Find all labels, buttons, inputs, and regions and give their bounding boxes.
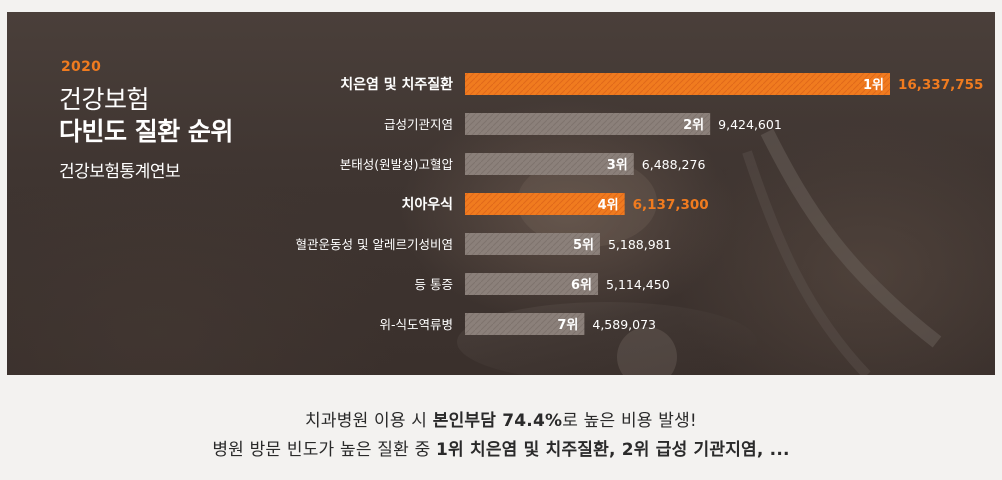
bar bbox=[465, 313, 585, 335]
category-label: 위-식도역류병 bbox=[379, 317, 453, 332]
rank-label: 3위 bbox=[607, 158, 628, 173]
bar bbox=[465, 193, 625, 215]
caption-line-1: 치과병원 이용 시 본인부담 74.4%로 높은 비용 발생! bbox=[0, 406, 1002, 431]
category-label: 본태성(원발성)고혈압 bbox=[340, 157, 454, 172]
title-line-2: 다빈도 질환 순위 bbox=[59, 117, 233, 146]
caption-line-2-separator: , bbox=[608, 440, 622, 460]
rank-label: 7위 bbox=[557, 318, 578, 333]
caption-line-1-emphasis: 본인부담 74.4% bbox=[432, 411, 563, 431]
caption-line-1-text-a: 치과병원 이용 시 bbox=[305, 411, 433, 431]
category-label: 등 통증 bbox=[415, 277, 453, 292]
rank-label: 4위 bbox=[598, 198, 619, 213]
rank-label: 5위 bbox=[573, 238, 594, 253]
caption-line-2: 병원 방문 빈도가 높은 질환 중 1위 치은염 및 치주질환, 2위 급성 기… bbox=[0, 435, 1002, 460]
year-label: 2020 bbox=[61, 59, 102, 75]
bar bbox=[465, 233, 600, 255]
value-label: 16,337,755 bbox=[898, 77, 983, 93]
caption-line-2-ellipsis: , ... bbox=[756, 440, 790, 460]
rank-label: 6위 bbox=[571, 278, 592, 293]
rank-label: 1위 bbox=[863, 78, 884, 93]
source-label: 건강보험통계연보 bbox=[59, 162, 181, 182]
caption-line-1-text-c: 로 높은 비용 발생! bbox=[562, 411, 697, 431]
value-label: 5,188,981 bbox=[608, 237, 672, 252]
value-label: 6,488,276 bbox=[642, 157, 706, 172]
bar bbox=[465, 113, 711, 135]
category-label: 급성기관지염 bbox=[384, 117, 453, 132]
caption-line-2-rank-2: 2위 급성 기관지염 bbox=[621, 440, 757, 460]
bar bbox=[465, 73, 890, 95]
category-label: 혈관운동성 및 알레르기성비염 bbox=[296, 237, 453, 252]
category-label: 치은염 및 치주질환 bbox=[340, 76, 453, 93]
bar bbox=[465, 153, 634, 175]
title-line-1: 건강보험 bbox=[59, 85, 150, 114]
caption-line-2-text-a: 병원 방문 빈도가 높은 질환 중 bbox=[212, 440, 437, 460]
category-label: 치아우식 bbox=[401, 196, 453, 213]
caption-line-2-rank-1: 1위 치은염 및 치주질환 bbox=[436, 440, 609, 460]
value-label: 4,589,073 bbox=[592, 317, 656, 332]
bar bbox=[465, 273, 599, 295]
value-label: 5,114,450 bbox=[606, 277, 670, 292]
rank-label: 2위 bbox=[683, 118, 704, 133]
value-label: 6,137,300 bbox=[633, 197, 709, 213]
value-label: 9,424,601 bbox=[718, 117, 782, 132]
chart-panel: 2020 건강보험 다빈도 질환 순위 건강보험통계연보 치은염 및 치주질환 1… bbox=[7, 12, 995, 375]
bar-chart: 치은염 및 치주질환 1위 16,337,755 급성기관지염 2위 9,424,601 본… bbox=[296, 73, 983, 335]
